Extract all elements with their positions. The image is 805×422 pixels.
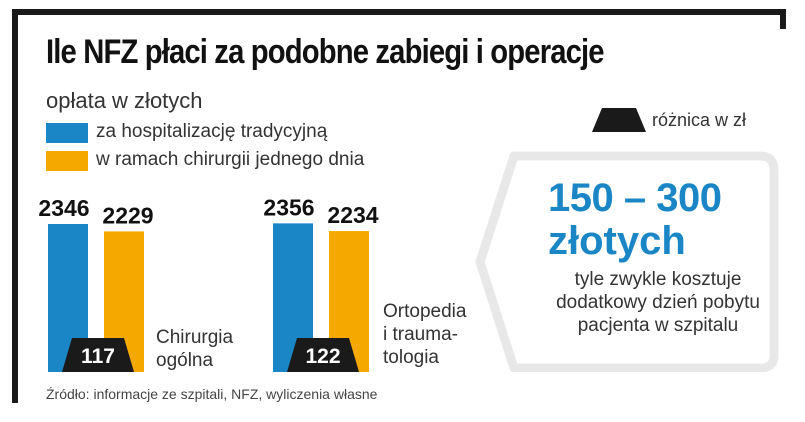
legend-swatch-series1 <box>46 123 88 143</box>
frame-right-border <box>780 9 786 29</box>
chart-title: Ile NFZ płaci za podobne zabiegi i opera… <box>46 33 605 71</box>
callout-box <box>475 151 779 372</box>
value-label-2-series2: 2234 <box>327 202 378 228</box>
chart-subtitle: opłata w złotych <box>46 88 203 113</box>
callout-unit: złotych <box>548 219 686 263</box>
callout-range: 150 – 300 <box>548 176 722 220</box>
frame-left-border <box>12 9 18 403</box>
callout-text: tyle zwykle kosztuje dodatkowy dzień pob… <box>556 269 760 336</box>
difference-marker-2 <box>287 338 359 372</box>
legend-label-difference: różnica w zł <box>652 110 747 130</box>
frame-top-border <box>12 9 786 15</box>
value-label-1-series1: 2346 <box>38 195 89 221</box>
value-label-1-series2: 2229 <box>102 202 153 228</box>
category-label-1: Chirurgia ogólna <box>156 327 234 371</box>
legend-label-series1: za hospitalizację tradycyjną <box>96 121 328 142</box>
difference-legend-icon <box>592 108 646 132</box>
value-label-2-series1: 2356 <box>263 194 314 220</box>
legend-swatch-series2 <box>46 151 88 171</box>
category-label-2: Ortopedia i trauma- tologia <box>383 301 467 368</box>
source-note: Źródło: informacje ze szpitali, NFZ, wyl… <box>46 386 378 402</box>
difference-label-1: 117 <box>81 345 115 368</box>
legend-label-series2: w ramach chirurgii jednego dnia <box>96 149 365 170</box>
difference-label-2: 122 <box>305 345 340 368</box>
difference-marker-1 <box>62 338 134 372</box>
